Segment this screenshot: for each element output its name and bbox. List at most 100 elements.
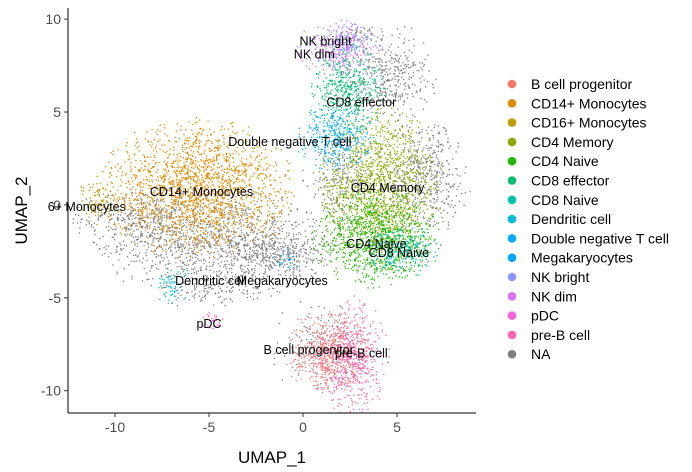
point (309, 325, 311, 328)
point (305, 282, 307, 284)
point (141, 219, 143, 222)
point (303, 347, 305, 349)
point (320, 357, 322, 359)
point (194, 262, 196, 264)
point (355, 137, 357, 139)
point (203, 246, 205, 249)
point (142, 210, 144, 212)
point (303, 325, 305, 328)
point (180, 224, 182, 226)
point (279, 256, 281, 259)
point (130, 168, 132, 170)
point (105, 248, 107, 250)
point (121, 211, 123, 214)
point (116, 217, 119, 219)
point (270, 234, 272, 236)
point (190, 186, 192, 188)
point (208, 261, 210, 264)
point (356, 95, 358, 97)
point (338, 236, 340, 238)
point (98, 248, 100, 250)
point (276, 220, 278, 223)
point (198, 168, 200, 170)
point (183, 261, 185, 264)
point (315, 384, 317, 387)
point (151, 213, 153, 215)
point (417, 163, 420, 165)
point (386, 74, 389, 76)
point (362, 208, 364, 210)
point (94, 234, 96, 236)
point (247, 234, 250, 237)
point (245, 217, 247, 219)
point (146, 259, 148, 262)
point (456, 174, 459, 176)
point (206, 191, 209, 194)
point (363, 83, 365, 85)
point (197, 160, 199, 163)
point (221, 191, 223, 193)
point (229, 278, 231, 280)
point (391, 114, 393, 116)
point (140, 217, 142, 219)
point (140, 231, 142, 233)
point (323, 355, 325, 357)
point (433, 202, 435, 204)
point (308, 341, 310, 343)
point (301, 366, 303, 368)
point (266, 250, 268, 252)
point (280, 247, 283, 250)
point (357, 161, 359, 163)
point (348, 178, 350, 180)
point (311, 281, 313, 283)
point (211, 223, 213, 225)
point (128, 218, 131, 220)
point (254, 226, 256, 228)
point (231, 272, 233, 274)
point (114, 228, 116, 231)
point (258, 215, 260, 218)
point (305, 266, 307, 268)
point (356, 155, 358, 157)
point (160, 192, 162, 194)
point (257, 219, 259, 222)
point (412, 168, 415, 170)
point (213, 131, 215, 133)
point (198, 142, 200, 144)
point (412, 75, 414, 77)
point (280, 351, 282, 353)
point (339, 314, 341, 317)
point (331, 185, 333, 187)
point (201, 299, 203, 302)
point (242, 237, 244, 240)
point (317, 387, 319, 389)
point (251, 224, 253, 227)
point (236, 132, 238, 134)
point (160, 276, 163, 278)
point (130, 235, 133, 237)
point (209, 208, 211, 210)
point (331, 325, 333, 328)
point (220, 295, 222, 298)
point (252, 246, 255, 249)
point (140, 240, 143, 243)
point (333, 198, 335, 201)
point (186, 218, 188, 220)
point (325, 383, 327, 385)
point (413, 142, 415, 144)
point (410, 27, 413, 29)
point (153, 196, 156, 198)
point (311, 344, 313, 346)
point (132, 236, 135, 238)
point (188, 140, 190, 142)
point (251, 240, 253, 242)
point (281, 213, 283, 215)
point (219, 224, 221, 226)
point (394, 66, 396, 68)
point (433, 182, 436, 184)
point (367, 87, 369, 89)
point (183, 235, 185, 237)
point (336, 360, 338, 362)
point (134, 192, 137, 194)
point (420, 97, 422, 100)
